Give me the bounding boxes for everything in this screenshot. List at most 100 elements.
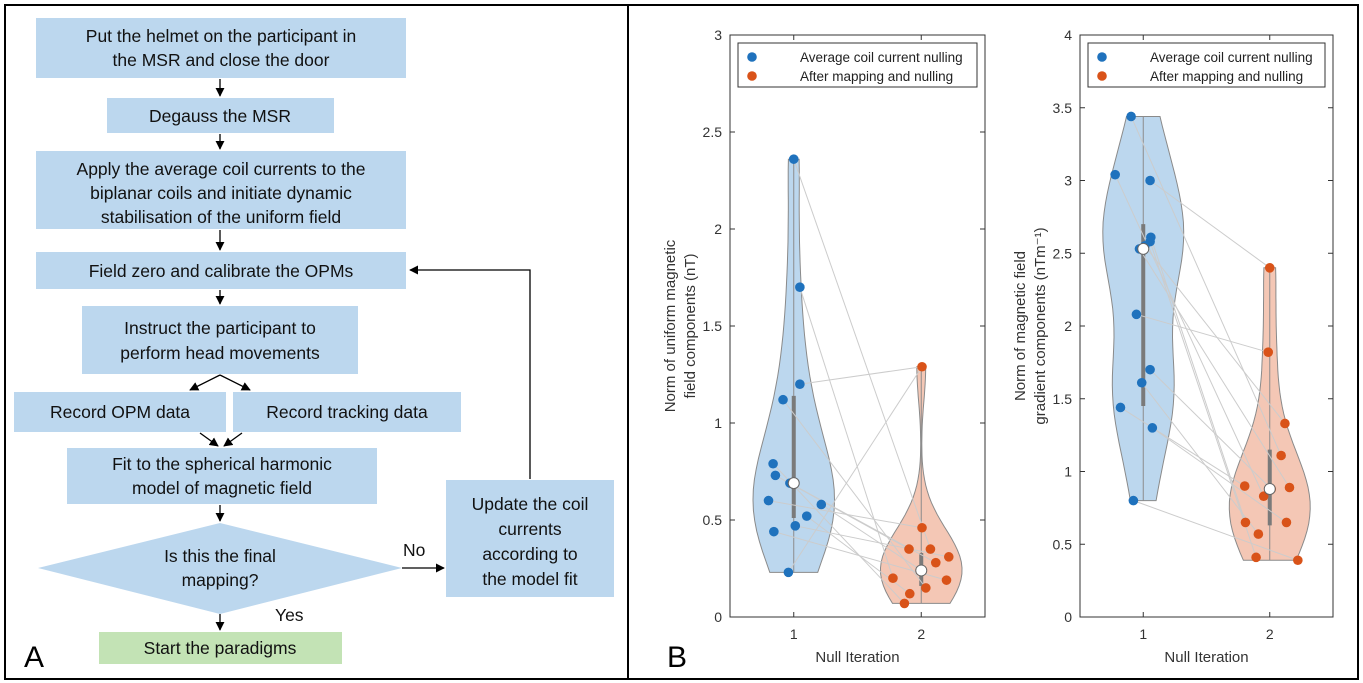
step-apply-line3: stabilisation of the uniform field <box>101 207 341 227</box>
legend-marker <box>1097 52 1107 62</box>
data-point-average <box>1145 364 1155 375</box>
legend-marker <box>747 52 757 62</box>
data-point-mapped <box>1284 482 1295 493</box>
pair-line <box>1150 237 1246 523</box>
data-point-average <box>1145 175 1155 186</box>
y-tick-label: 1 <box>1064 464 1072 480</box>
data-point-mapped <box>917 361 927 372</box>
legend-box <box>737 42 978 88</box>
step-fit-line2: model of magnetic field <box>132 478 312 498</box>
y-axis-label: Norm of magnetic field gradient component… <box>1012 227 1049 424</box>
step-update-line3: according to <box>482 544 577 564</box>
legend-marker <box>1097 71 1107 81</box>
step-update-line1: Update the coil <box>472 494 589 514</box>
data-point-mapped <box>1240 517 1251 528</box>
arrow-instruct-opm <box>189 374 221 391</box>
step-record-opm-label: Record OPM data <box>50 402 190 422</box>
legend-label: After mapping and nulling <box>1150 69 1303 84</box>
data-point-mapped <box>888 573 898 583</box>
y-tick-label: 1.5 <box>1053 391 1073 407</box>
pair-line <box>787 366 923 573</box>
data-point-mapped <box>1258 491 1269 502</box>
arrow-instruct-tracking <box>219 374 251 391</box>
data-point-mapped <box>1264 263 1275 273</box>
y-tick-label: 1.5 <box>703 318 723 334</box>
step-start-paradigms-box <box>99 632 342 664</box>
pair-line <box>782 399 927 589</box>
data-point-mapped <box>925 544 936 554</box>
step-instruct-line1: Instruct the participant to <box>124 318 316 338</box>
pair-line <box>799 287 894 579</box>
data-point-mapped <box>904 544 914 554</box>
panel-b-letter: B <box>667 641 687 674</box>
data-point-mapped <box>943 552 954 562</box>
step-apply-line1: Apply the average coil currents to the <box>77 159 366 179</box>
step-helmet-line1: Put the helmet on the participant in <box>86 26 356 46</box>
pair-line <box>1149 180 1271 269</box>
median-marker <box>1263 482 1276 495</box>
pair-line <box>1120 407 1245 487</box>
step-update-line4: the model fit <box>482 569 577 589</box>
chart-gradient-field: 0 0.5 1 1.5 2 2.5 3 3.5 4 1 2 Null Iteration Norm of… <box>1012 27 1334 666</box>
data-point-average <box>1131 309 1142 320</box>
step-fit-line1: Fit to the spherical harmonic <box>112 454 332 474</box>
decision-diamond <box>38 523 402 614</box>
pair-line <box>1139 248 1290 488</box>
step-helmet-box <box>36 18 406 78</box>
pair-line <box>1144 245 1286 424</box>
y-tick-label: 4 <box>1064 27 1072 43</box>
yes-label: Yes <box>275 605 304 625</box>
pair-line <box>793 158 931 550</box>
data-point-mapped <box>1251 552 1261 563</box>
data-point-mapped <box>941 575 952 585</box>
pair-line <box>1114 174 1265 497</box>
arrow-update-fieldzero <box>409 265 531 479</box>
data-point-mapped <box>921 583 931 593</box>
step-instruct-line2: perform head movements <box>120 343 320 363</box>
data-point-mapped <box>917 522 927 533</box>
median-marker <box>1137 242 1150 255</box>
y-tick-label: 2.5 <box>703 124 723 140</box>
step-fit-box <box>67 448 377 504</box>
step-apply-currents-box <box>36 151 406 229</box>
step-record-tracking-box <box>233 392 461 432</box>
data-point-average <box>783 567 794 578</box>
step-instruct-box <box>82 306 358 374</box>
pair-line <box>768 500 923 529</box>
panel-a-letter: A <box>24 641 44 674</box>
data-point-average <box>1115 402 1126 413</box>
data-point-average <box>795 379 805 390</box>
arrow-opm-fit <box>199 432 219 447</box>
y-tick-label: 2 <box>714 221 722 237</box>
y-tick-label: 0 <box>714 609 722 625</box>
step-degauss-box <box>107 98 334 133</box>
y-axis-label: Norm of uniform magnetic field components… <box>662 239 699 412</box>
step-start-label: Start the paradigms <box>144 638 297 658</box>
step-field-zero-box <box>36 252 406 289</box>
decision-line2: mapping? <box>182 570 259 590</box>
step-field-zero-label: Field zero and calibrate the OPMs <box>89 261 354 281</box>
data-point-mapped <box>1263 347 1274 357</box>
data-point-average <box>788 154 799 164</box>
data-point-mapped <box>1239 481 1250 491</box>
data-point-average <box>1136 377 1147 388</box>
data-point-mapped <box>1281 517 1292 528</box>
step-update-currents-box <box>446 480 614 597</box>
data-point-average <box>790 521 801 531</box>
pair-line <box>1136 313 1269 353</box>
data-point-average <box>770 470 781 481</box>
data-point-average <box>1126 111 1136 122</box>
data-point-average <box>769 526 779 537</box>
y-tick-label: 0 <box>1064 609 1072 625</box>
chart-uniform-field: 0 0.5 1 1.5 2 2.5 3 1 2 Null Iteration Norm of uni… <box>662 27 986 666</box>
data-point-average <box>768 458 778 469</box>
x-tick-label: 2 <box>1266 626 1274 642</box>
pair-line <box>1149 369 1272 490</box>
legend-box <box>1087 42 1326 88</box>
data-point-mapped <box>930 557 941 568</box>
y-tick-label: 3 <box>714 27 722 43</box>
pair-line <box>1152 427 1287 523</box>
pair-line <box>1130 116 1282 456</box>
y-tick-label: 3.5 <box>1053 100 1073 116</box>
